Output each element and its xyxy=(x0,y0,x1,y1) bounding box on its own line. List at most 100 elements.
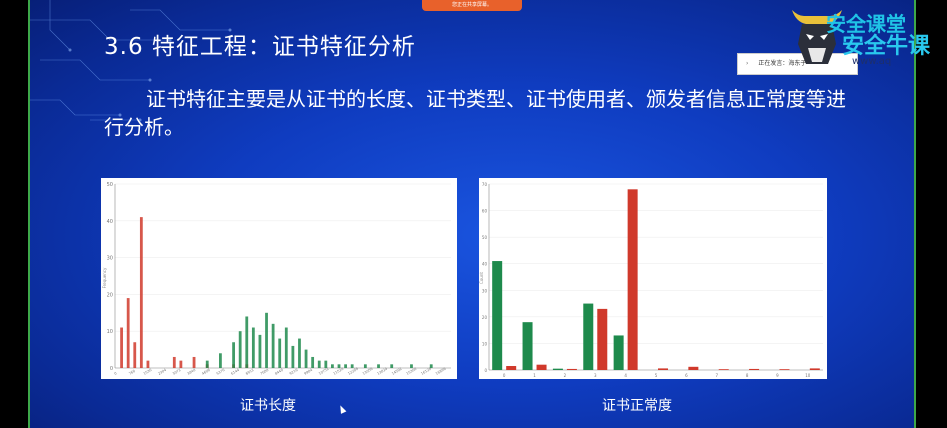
bar-normal xyxy=(552,368,563,370)
histogram-bar-normal xyxy=(304,349,308,368)
cert-length-caption: 证书长度 xyxy=(240,398,296,414)
histogram-bar-normal xyxy=(377,364,380,368)
y-tick-label: 0 xyxy=(110,366,113,372)
x-tick-label: 6144 xyxy=(230,368,240,376)
histogram-bar-normal xyxy=(205,360,209,368)
histogram-bar-normal xyxy=(284,327,288,368)
histogram-bar-malicious xyxy=(179,360,183,368)
histogram-bar-malicious xyxy=(192,356,196,368)
histogram-bar-normal xyxy=(350,364,354,368)
y-tick-label: 20 xyxy=(482,315,488,320)
bar-malicious xyxy=(597,308,608,370)
watermark-logo: 安全课堂 安全牛课 www.aq xyxy=(786,4,947,74)
histogram-bar-normal xyxy=(251,327,255,368)
y-tick-label: 10 xyxy=(482,341,488,346)
x-tick-label: 1 xyxy=(533,373,536,378)
y-tick-label: 20 xyxy=(107,292,113,298)
x-tick-label: 8 xyxy=(746,373,749,378)
x-tick-label: 6 xyxy=(685,373,688,378)
x-tick-label: 3 xyxy=(594,373,597,378)
x-tick-label: 9 xyxy=(776,373,779,378)
x-tick-label: 768 xyxy=(128,369,136,376)
histogram-bar-normal xyxy=(265,312,268,368)
x-tick-label: 0 xyxy=(503,373,506,378)
bar-malicious xyxy=(688,366,699,370)
histogram-bar-normal xyxy=(232,342,235,368)
x-tick-label: 14592 xyxy=(391,367,403,376)
decorative-circuit-pattern xyxy=(30,0,232,122)
bar-normal xyxy=(522,322,533,370)
histogram-bar-normal xyxy=(324,360,328,368)
histogram-bar-normal xyxy=(337,364,341,368)
x-tick-label: 7 xyxy=(715,373,718,378)
histogram-bar-malicious xyxy=(139,217,143,368)
logo-line1: 安全课堂 xyxy=(826,12,906,36)
logo-line2: 安全牛课 xyxy=(842,34,931,59)
bar-malicious xyxy=(718,369,729,370)
x-tick-label: 15360 xyxy=(406,367,418,376)
y-axis-label: Count xyxy=(479,272,484,284)
bar-malicious xyxy=(566,368,577,370)
bar-malicious xyxy=(749,368,760,370)
x-tick-label: 11520 xyxy=(333,367,345,376)
x-tick-label: 9984 xyxy=(303,368,313,376)
histogram-bar-normal xyxy=(410,364,413,368)
paragraph-text: 证书特征主要是从证书的长度、证书类型、证书使用者、颁发者信息正常度等进行分析。 xyxy=(104,87,846,139)
screen-share-banner[interactable]: 您正在共享屏幕。 xyxy=(422,0,522,11)
x-tick-label: 4 xyxy=(624,373,627,378)
y-tick-label: 30 xyxy=(482,288,488,293)
x-tick-label: 8448 xyxy=(274,368,284,376)
x-tick-label: 1536 xyxy=(143,368,153,376)
histogram-bar-malicious xyxy=(172,356,176,368)
y-tick-label: 60 xyxy=(482,209,488,214)
bar-malicious xyxy=(506,366,517,370)
histogram-bar-normal xyxy=(429,364,433,368)
x-tick-label: 5376 xyxy=(216,368,226,376)
histogram-bar-normal xyxy=(390,364,394,368)
cert-length-chart-svg: 0 10 20 30 40 50 Frequency 0 768 1536 2304 3072 3840… xyxy=(102,182,451,376)
histogram-bar-normal xyxy=(238,331,242,368)
histogram-bar-normal xyxy=(258,334,262,368)
logo-url: www.aq xyxy=(852,56,892,67)
histogram-bar-normal xyxy=(331,364,334,368)
y-tick-label: 0 xyxy=(484,368,487,373)
x-tick-label: 5 xyxy=(655,373,658,378)
x-tick-label: 16896 xyxy=(435,367,447,376)
speaking-label: 正在发言：海东子 xyxy=(758,60,807,67)
slide-title: 3.6 特征工程：证书特征分析 xyxy=(104,34,416,60)
bar-malicious xyxy=(779,369,790,370)
histogram-bar-malicious xyxy=(120,327,123,368)
x-tick-label: 0 xyxy=(114,371,118,376)
y-axis-label: Frequency xyxy=(102,267,107,288)
histogram-bar-normal xyxy=(317,360,321,368)
bar-malicious xyxy=(809,368,820,370)
histogram-bar-normal xyxy=(363,364,367,368)
y-tick-label: 40 xyxy=(107,219,113,225)
bar-malicious xyxy=(627,189,638,370)
histogram-bar-normal xyxy=(344,364,347,368)
bar-malicious xyxy=(658,368,668,370)
y-tick-label: 50 xyxy=(482,235,488,240)
x-tick-label: 12288 xyxy=(347,367,359,376)
histogram-bar-normal xyxy=(311,356,315,368)
histogram-bar-normal xyxy=(271,323,275,368)
bull-mascot-icon xyxy=(792,10,842,64)
y-tick-label: 30 xyxy=(107,256,113,262)
x-tick-label: 3072 xyxy=(172,368,182,376)
x-tick-label: 9216 xyxy=(289,368,299,376)
histogram-bar-normal xyxy=(291,345,295,368)
x-tick-label: 10 xyxy=(805,373,811,378)
y-tick-label: 50 xyxy=(107,182,113,188)
x-tick-label: 16128 xyxy=(420,367,432,376)
cert-length-chart: 0 10 20 30 40 50 Frequency 0 768 1536 2304 3072 3840… xyxy=(101,178,457,379)
chevron-right-icon[interactable]: › xyxy=(746,60,749,67)
y-tick-label: 40 xyxy=(482,262,488,267)
x-tick-label: 6912 xyxy=(245,368,255,376)
cert-normality-caption: 证书正常度 xyxy=(602,398,672,414)
bar-normal xyxy=(492,261,503,370)
x-tick-label: 2304 xyxy=(157,368,167,376)
x-tick-label: 7680 xyxy=(260,368,270,376)
histogram-bar-malicious xyxy=(126,298,130,368)
x-tick-label: 2 xyxy=(564,373,567,378)
cert-normality-chart: 0 10 20 30 40 50 60 70 Count 0 1 2 3 4 5 6 7 8 9 10 xyxy=(479,178,827,379)
